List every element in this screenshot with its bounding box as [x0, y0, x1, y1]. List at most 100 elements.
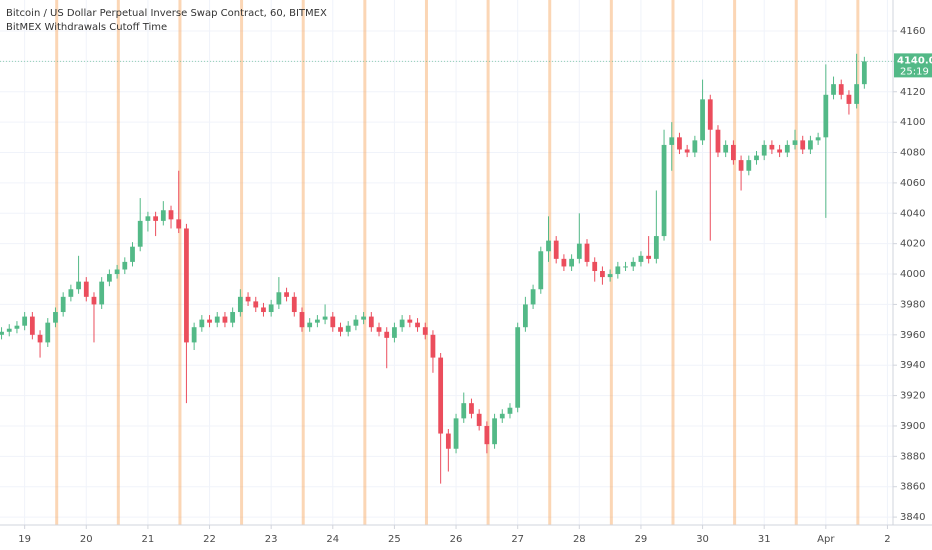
candle-body	[499, 413, 505, 419]
candle-body	[153, 216, 159, 221]
candle-body	[222, 316, 228, 323]
candle-body	[368, 316, 374, 328]
x-tick-label: 27	[511, 534, 524, 545]
y-tick-label: 3980	[900, 299, 925, 310]
candle-body	[261, 307, 266, 313]
y-tick-label: 3880	[900, 451, 925, 462]
countdown-label: 25:19	[900, 66, 929, 77]
candle-body	[800, 140, 806, 150]
candle-body	[530, 289, 536, 305]
last-price-label: 4140.0	[897, 55, 932, 66]
x-tick-label: 19	[18, 534, 31, 545]
y-tick-label: 3960	[900, 330, 925, 341]
x-tick-label: 30	[696, 534, 709, 545]
candle-body	[561, 258, 567, 267]
y-tick-label: 3920	[900, 391, 925, 402]
candle-body	[684, 149, 690, 153]
candle-body	[623, 266, 628, 268]
candle-body	[823, 94, 829, 138]
candle-body	[638, 255, 644, 262]
candle-body	[160, 210, 166, 221]
last-price-box	[894, 53, 932, 78]
chart-title: Bitcoin / US Dollar Perpetual Inverse Sw…	[6, 8, 327, 19]
candle-body	[808, 140, 813, 150]
candle-body	[245, 296, 251, 302]
candle-body	[45, 322, 51, 343]
candle-body	[630, 261, 636, 267]
candle-body	[415, 322, 420, 328]
candle-body	[314, 319, 320, 323]
cutoff-line	[733, 0, 737, 525]
y-tick-label: 4040	[900, 208, 925, 219]
candle-body	[438, 357, 444, 434]
candle-body	[715, 129, 721, 153]
candle-body	[777, 149, 782, 153]
candle-body	[792, 140, 798, 145]
candle-body	[692, 140, 698, 153]
candle-body	[453, 418, 459, 449]
candle-layer	[0, 53, 867, 484]
x-tick-label: 31	[758, 534, 771, 545]
y-tick-label: 4160	[900, 26, 925, 37]
candle-body	[592, 261, 598, 272]
candle-body	[653, 236, 659, 259]
cutoff-line	[486, 0, 490, 525]
candle-body	[22, 316, 28, 326]
x-tick-label: 20	[80, 534, 93, 545]
candle-body	[176, 219, 182, 229]
candle-body	[723, 144, 729, 153]
candle-body	[469, 403, 474, 414]
y-tick-label: 3940	[900, 360, 925, 371]
candle-body	[661, 144, 667, 237]
y-tick-label: 4100	[900, 117, 925, 128]
cutoff-line	[178, 0, 182, 525]
candle-body	[322, 316, 328, 320]
candle-body	[677, 137, 682, 150]
candle-body	[230, 312, 236, 323]
candle-body	[569, 258, 574, 267]
candle-body	[515, 327, 521, 408]
candle-body	[384, 331, 390, 338]
candle-body	[299, 312, 305, 328]
candle-body	[91, 296, 97, 305]
grid-layer	[0, 0, 893, 525]
candle-body	[191, 327, 197, 343]
cutoff-line	[548, 0, 552, 525]
candle-body	[53, 312, 58, 323]
candle-body	[14, 325, 20, 329]
x-tick-label: 25	[388, 534, 401, 545]
candle-body	[730, 144, 736, 161]
x-tick-label: 24	[326, 534, 339, 545]
candle-body	[83, 281, 89, 297]
y-tick-label: 3840	[900, 512, 925, 523]
candle-body	[461, 403, 467, 419]
candle-body	[700, 99, 705, 141]
candle-body	[130, 246, 135, 262]
candle-body	[854, 84, 860, 104]
candle-body	[492, 418, 497, 445]
x-tick-label: 2	[884, 534, 890, 545]
indicator-label: BitMEX Withdrawals Cutoff Time	[6, 22, 167, 33]
candle-body	[330, 316, 336, 328]
candle-body	[422, 327, 428, 335]
cutoff-line	[609, 0, 613, 525]
candle-body	[607, 274, 613, 278]
y-tick-label: 3860	[900, 482, 925, 493]
y-tick-label: 4020	[900, 239, 925, 250]
candle-body	[669, 137, 675, 145]
candle-body	[345, 325, 351, 332]
candle-body	[576, 243, 582, 259]
axis-layer: 3840 3860 3880 3900 3920 3940 3960 3980 4000 4020…	[0, 26, 932, 545]
candle-body	[838, 84, 844, 95]
candle-body	[615, 266, 621, 275]
cutoff-line	[794, 0, 798, 525]
candle-body	[707, 99, 713, 130]
y-tick-label: 4000	[900, 269, 925, 280]
candle-body	[199, 319, 205, 328]
candle-body	[861, 61, 867, 85]
candle-body	[846, 94, 852, 104]
candle-body	[584, 243, 590, 262]
cutoff-line	[856, 0, 860, 525]
candle-body	[754, 155, 759, 161]
candle-body	[353, 319, 359, 326]
